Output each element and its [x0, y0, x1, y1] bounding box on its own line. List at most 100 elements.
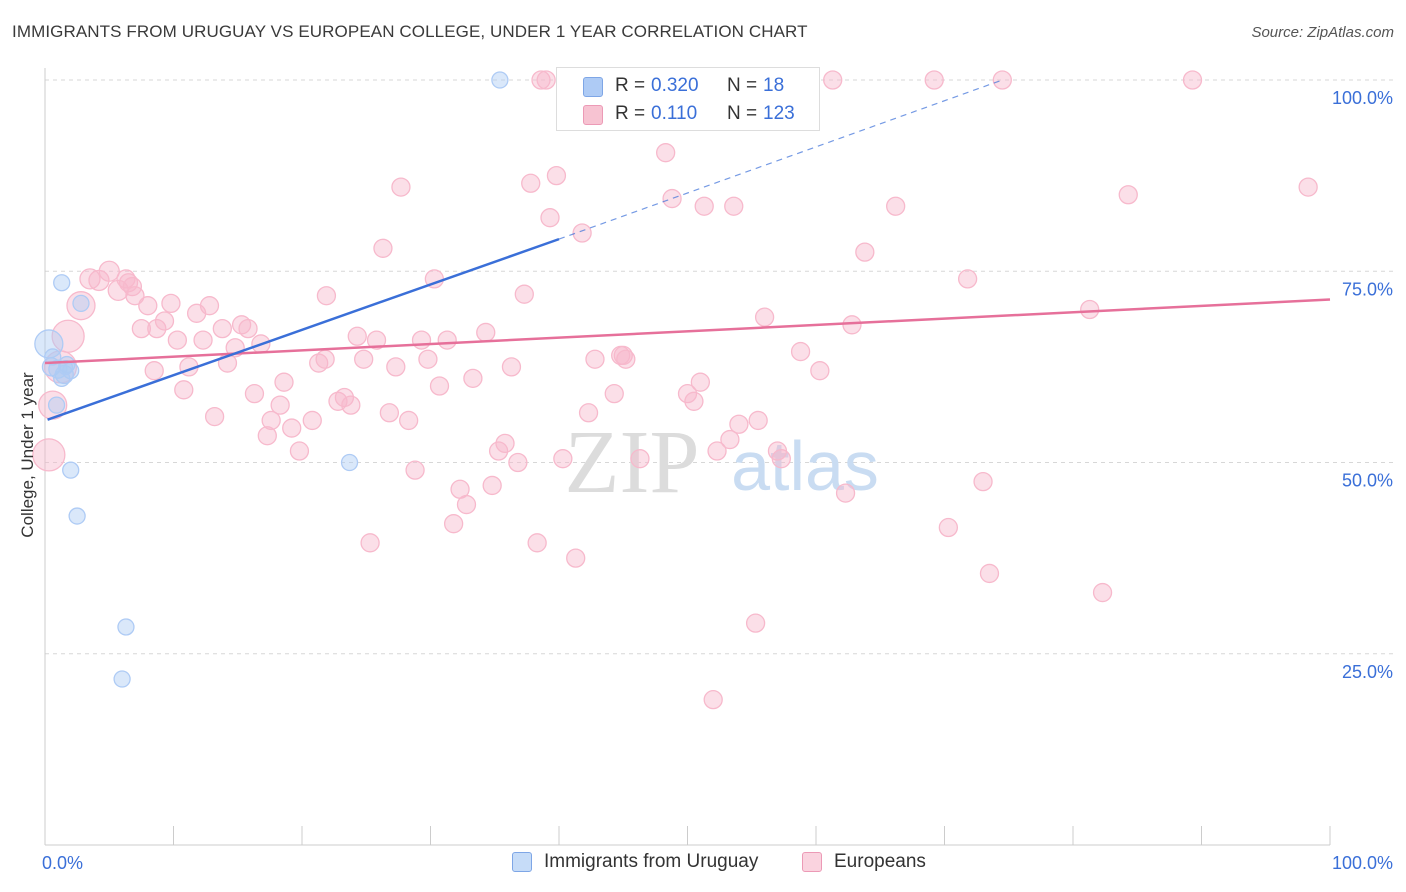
- point-europeans: [957, 269, 978, 289]
- point-uruguay: [113, 670, 131, 688]
- point-europeans: [418, 349, 438, 369]
- legend-r-value: 0.320: [651, 75, 699, 96]
- points-layer: [32, 70, 1318, 710]
- point-europeans: [167, 330, 188, 350]
- point-europeans: [341, 395, 361, 415]
- point-europeans: [282, 418, 302, 438]
- point-europeans: [32, 438, 66, 472]
- legend-row-uruguay: R = 0.320 N = 18: [557, 72, 821, 102]
- y-tick-label: 100.0%: [1332, 88, 1393, 108]
- series-legend: Immigrants from Uruguay Europeans: [0, 851, 1406, 879]
- legend-swatch-europeans: [802, 852, 822, 872]
- point-uruguay: [68, 507, 86, 525]
- point-europeans: [161, 293, 181, 314]
- point-europeans: [616, 349, 636, 369]
- point-europeans: [748, 410, 768, 431]
- point-europeans: [193, 330, 213, 350]
- point-europeans: [546, 165, 567, 186]
- point-europeans: [938, 517, 959, 538]
- point-europeans: [147, 318, 167, 339]
- point-europeans: [630, 449, 650, 469]
- point-europeans: [690, 372, 710, 392]
- point-europeans: [429, 376, 450, 396]
- point-europeans: [274, 372, 294, 392]
- point-europeans: [79, 268, 101, 290]
- y-tick-label: 50.0%: [1342, 471, 1393, 491]
- point-europeans: [521, 173, 541, 193]
- point-europeans: [411, 330, 432, 350]
- point-europeans: [703, 690, 723, 710]
- point-europeans: [456, 494, 477, 515]
- point-europeans: [373, 238, 393, 258]
- point-europeans: [707, 441, 727, 461]
- point-europeans: [508, 452, 528, 473]
- point-uruguay: [491, 71, 509, 89]
- point-europeans: [391, 177, 411, 197]
- point-europeans: [334, 387, 355, 408]
- point-europeans: [437, 330, 457, 350]
- legend-item-uruguay[interactable]: Immigrants from Uruguay: [512, 851, 758, 873]
- point-europeans: [463, 368, 483, 389]
- point-europeans: [973, 471, 993, 492]
- point-europeans: [399, 410, 419, 431]
- point-europeans: [979, 563, 1000, 584]
- point-europeans: [379, 403, 400, 423]
- legend-r-label: R =: [615, 103, 646, 124]
- point-europeans: [257, 426, 277, 446]
- point-europeans: [662, 188, 682, 209]
- watermark-atlas: atlas: [731, 427, 879, 505]
- point-europeans: [238, 318, 258, 339]
- point-europeans: [823, 70, 843, 90]
- point-europeans: [604, 383, 624, 404]
- point-europeans: [443, 514, 464, 534]
- legend-item-europeans[interactable]: Europeans: [802, 851, 926, 873]
- correlation-legend: R = 0.320 N = 18 R = 0.110 N = 123: [556, 67, 820, 131]
- point-europeans: [347, 326, 367, 346]
- point-uruguay: [62, 461, 80, 479]
- point-europeans: [174, 380, 194, 400]
- point-europeans: [1092, 582, 1113, 603]
- point-europeans: [204, 406, 225, 427]
- point-uruguay: [117, 618, 135, 636]
- point-europeans: [855, 242, 875, 262]
- point-europeans: [754, 307, 775, 327]
- x-tick-label: 100.0%: [1332, 853, 1393, 873]
- point-europeans: [694, 196, 714, 216]
- point-europeans: [199, 296, 220, 316]
- point-europeans: [566, 548, 586, 568]
- point-europeans: [244, 383, 265, 404]
- axis-layer: [44, 68, 1331, 846]
- legend-swatch-uruguay: [583, 77, 603, 97]
- legend-n-value: 123: [763, 103, 795, 124]
- watermark: ZIP atlas: [565, 413, 879, 512]
- legend-label-uruguay: Immigrants from Uruguay: [544, 851, 759, 872]
- point-europeans: [315, 349, 335, 369]
- point-europeans: [553, 449, 573, 469]
- trendline-uruguay: [47, 237, 560, 421]
- point-europeans: [656, 143, 676, 163]
- point-europeans: [1298, 177, 1318, 197]
- legend-n-label: N =: [727, 75, 758, 96]
- legend-swatch-europeans: [583, 105, 603, 125]
- point-europeans: [790, 341, 811, 362]
- point-europeans: [729, 414, 749, 434]
- legend-n-label: N =: [727, 103, 758, 124]
- legend-row-europeans: R = 0.110 N = 123: [557, 100, 821, 130]
- point-europeans: [212, 318, 232, 339]
- y-tick-label: 75.0%: [1342, 279, 1393, 299]
- point-europeans: [1118, 185, 1138, 205]
- point-europeans: [540, 208, 560, 228]
- point-europeans: [302, 410, 322, 431]
- point-uruguay: [57, 359, 74, 376]
- chart-title: IMMIGRANTS FROM URUGUAY VS EUROPEAN COLL…: [12, 22, 808, 41]
- point-europeans: [144, 361, 164, 381]
- grid-layer: [45, 79, 1395, 655]
- legend-label-europeans: Europeans: [834, 851, 926, 872]
- point-europeans: [405, 460, 425, 480]
- point-europeans: [482, 475, 502, 496]
- source-label: Source: ZipAtlas.com: [1251, 24, 1394, 41]
- point-europeans: [536, 70, 556, 90]
- point-europeans: [720, 429, 740, 450]
- trend-layer: [44, 79, 1331, 421]
- y-axis-title: College, Under 1 year: [18, 372, 37, 538]
